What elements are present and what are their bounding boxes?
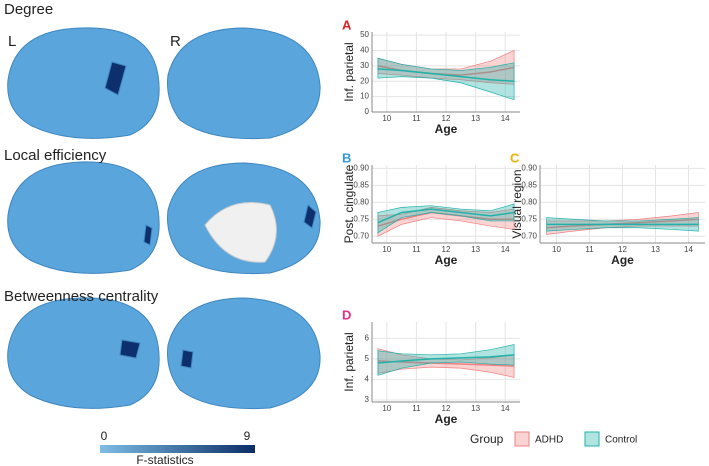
- fit-line: [377, 68, 515, 82]
- fit-line: [377, 354, 515, 364]
- y-tick-label: 0.75: [521, 214, 537, 223]
- legend-swatch: [584, 431, 600, 447]
- x-tick-label: 12: [442, 114, 451, 123]
- brain: [7, 27, 160, 139]
- x-tick-label: 10: [382, 404, 391, 413]
- heading: Local efficiency: [4, 147, 107, 164]
- y-axis-label: Post. cingulate: [342, 164, 356, 243]
- x-tick-label: 11: [412, 245, 421, 254]
- fit-line: [546, 218, 699, 229]
- x-tick-label: 13: [471, 404, 480, 413]
- y-tick-label: 0.75: [353, 214, 369, 223]
- x-tick-label: 11: [412, 114, 421, 123]
- y-tick-label: 6: [365, 334, 370, 343]
- x-tick-label: 11: [412, 404, 421, 413]
- brain: [167, 27, 321, 140]
- y-tick-label: 0.85: [521, 180, 537, 189]
- colorbar: [100, 445, 255, 453]
- x-tick-label: 12: [442, 404, 451, 413]
- colorbar-min: 0: [101, 429, 108, 443]
- y-tick-label: 40: [360, 46, 369, 55]
- confidence-band: [377, 344, 515, 376]
- y-tick-label: 0.70: [521, 231, 537, 240]
- y-tick-label: 0.85: [353, 180, 369, 189]
- y-tick-label: 0.70: [353, 231, 369, 240]
- colorbar-title: F-statistics: [136, 453, 193, 466]
- brains: [7, 27, 321, 410]
- panel-label: D: [342, 307, 351, 322]
- y-tick-label: 0.80: [521, 197, 537, 206]
- heading: Degree: [4, 1, 53, 18]
- x-axis-label: Age: [435, 122, 458, 136]
- x-tick-label: 14: [501, 114, 510, 123]
- y-tick-label: 0.90: [521, 164, 537, 173]
- heading: Betweenness centrality: [4, 288, 159, 305]
- legend-label: Control: [605, 435, 637, 446]
- y-tick-label: 10: [360, 92, 369, 101]
- y-axis-label: Visual region: [510, 169, 524, 238]
- x-tick-label: 14: [501, 245, 510, 254]
- x-tick-label: 13: [471, 245, 480, 254]
- region: [119, 339, 141, 359]
- x-tick-label: 13: [651, 245, 660, 254]
- legend-swatch: [514, 431, 530, 447]
- y-tick-label: 50: [360, 30, 369, 39]
- x-tick-label: 13: [471, 114, 480, 123]
- y-tick-label: 4: [365, 375, 370, 384]
- region: [143, 224, 153, 246]
- x-tick-label: 12: [618, 245, 627, 254]
- x-tick-label: 14: [684, 245, 693, 254]
- y-tick-label: 0.90: [353, 164, 369, 173]
- panel-label: C: [510, 150, 520, 165]
- x-axis-label: Age: [435, 253, 458, 267]
- y-tick-label: 0: [365, 107, 370, 116]
- panel-label: B: [342, 150, 351, 165]
- x-tick-label: 10: [382, 245, 391, 254]
- region: [303, 204, 317, 229]
- brain: [167, 297, 321, 410]
- panel-label: A: [342, 17, 352, 32]
- legend-title: Group: [470, 432, 504, 446]
- hemisphere: L: [8, 33, 16, 50]
- x-tick-label: 10: [382, 114, 391, 123]
- y-tick-label: 30: [360, 61, 369, 70]
- region: [104, 61, 127, 96]
- x-tick-label: 12: [442, 245, 451, 254]
- x-tick-label: 10: [552, 245, 561, 254]
- brain: [7, 297, 160, 409]
- brain: [7, 161, 160, 274]
- x-axis-label: Age: [435, 412, 458, 426]
- y-axis-label: Inf. parietal: [342, 332, 356, 391]
- confidence-band: [377, 57, 515, 101]
- legend-label: ADHD: [535, 435, 563, 446]
- y-tick-label: 20: [360, 76, 369, 85]
- medial-wall: [204, 202, 277, 263]
- hemisphere: R: [170, 33, 181, 50]
- y-tick-label: 0.80: [353, 197, 369, 206]
- y-tick-label: 5: [365, 354, 370, 363]
- region: [180, 349, 194, 369]
- x-tick-label: 14: [501, 404, 510, 413]
- y-tick-label: 3: [365, 395, 370, 404]
- colorbar-max: 9: [244, 429, 251, 443]
- x-axis-label: Age: [611, 253, 634, 267]
- x-tick-label: 11: [585, 245, 594, 254]
- fit-line: [377, 208, 515, 224]
- y-axis-label: Inf. parietal: [342, 42, 356, 101]
